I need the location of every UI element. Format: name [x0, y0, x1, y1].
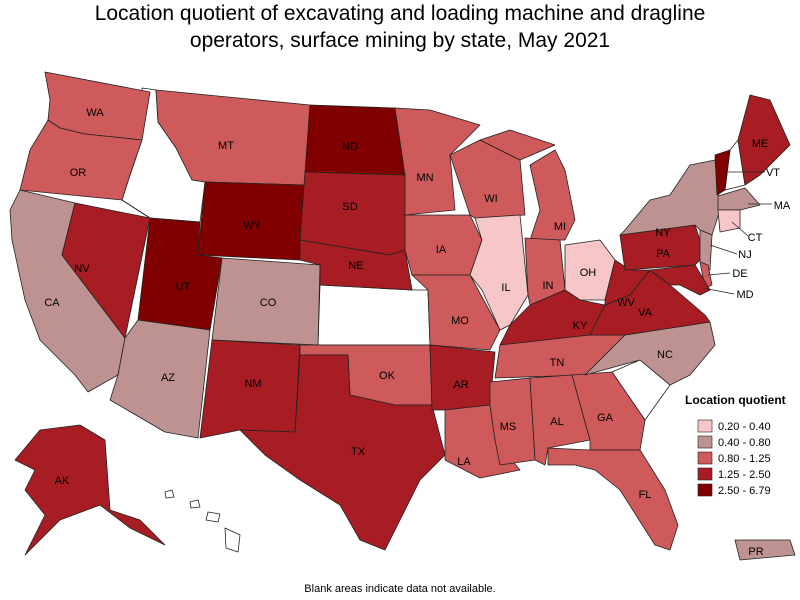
state-label: MO: [451, 315, 469, 327]
legend-label: 1.25 - 2.50: [718, 469, 771, 481]
state-shape: [479, 129, 576, 241]
state-shape: [547, 447, 679, 551]
state-label: UT: [176, 281, 191, 293]
state-label: IA: [436, 244, 447, 256]
footnote: Blank areas indicate data not available.: [304, 583, 495, 595]
state-shape: [619, 159, 721, 236]
state-label: NY: [655, 227, 671, 239]
state-label: CA: [44, 297, 60, 309]
state-label: WI: [484, 193, 497, 205]
state-label: CT: [748, 232, 763, 244]
state-shape: [14, 424, 166, 556]
states: [9, 71, 796, 561]
legend-label: 0.20 - 0.40: [718, 421, 771, 433]
state-shape: [584, 321, 716, 386]
state-label: IL: [501, 282, 510, 294]
leader-lines: [702, 171, 772, 295]
legend-label: 2.50 - 6.79: [718, 485, 771, 497]
legend-swatch: [697, 435, 713, 449]
state-shape: [699, 229, 713, 271]
state-label: MI: [554, 221, 566, 233]
state-label: MA: [774, 200, 791, 212]
state-label: OR: [70, 167, 87, 179]
state-shape: [109, 319, 211, 439]
state-shape: [737, 94, 791, 186]
state-label: MT: [218, 140, 234, 152]
state-label: PA: [656, 248, 671, 260]
state-label: NJ: [738, 249, 751, 261]
state-label: MD: [736, 289, 753, 301]
legend-title: Location quotient: [685, 393, 786, 407]
state-label: NM: [244, 378, 261, 390]
state-shape: [717, 187, 761, 211]
state-label: OH: [580, 267, 597, 279]
state-label: OK: [379, 370, 396, 382]
state-shape: [734, 539, 796, 561]
state-label: AL: [550, 416, 563, 428]
state-label: LA: [457, 456, 471, 468]
state-label: NE: [348, 260, 363, 272]
state-label: CO: [260, 297, 277, 309]
map-title: operators, surface mining by state, May …: [190, 29, 610, 52]
legend-label: 0.80 - 1.25: [718, 453, 771, 465]
state-label: MS: [500, 421, 517, 433]
legend-swatch: [697, 419, 713, 433]
legend: Location quotient 0.20 - 0.40 0.40 - 0.80…: [685, 393, 786, 497]
state-label: NV: [74, 263, 90, 275]
state-label: WV: [617, 297, 635, 309]
state-label: ND: [342, 141, 358, 153]
state-label: AR: [453, 379, 468, 391]
state-shape: [239, 354, 446, 551]
state-label: KY: [573, 320, 588, 332]
map-title: Location quotient of excavating and load…: [95, 2, 706, 25]
state-label: TX: [351, 446, 366, 458]
state-shape: [394, 107, 481, 216]
state-label: GA: [597, 412, 614, 424]
state-label: AZ: [161, 372, 175, 384]
state-label: IN: [543, 280, 554, 292]
legend-swatch: [697, 451, 713, 465]
state-label: FL: [639, 489, 652, 501]
state-label: NC: [657, 349, 673, 361]
state-label: AK: [55, 475, 70, 487]
state-label: VT: [766, 167, 780, 179]
state-shape: [717, 209, 741, 233]
state-label: WA: [86, 107, 104, 119]
state-label: DE: [732, 268, 747, 280]
state-label: ME: [752, 138, 769, 150]
legend-swatch: [697, 467, 713, 481]
state-label: SD: [342, 201, 357, 213]
legend-swatch: [697, 483, 713, 497]
state-shape: [714, 149, 731, 196]
state-label: MN: [416, 172, 433, 184]
state-shape: [469, 214, 529, 331]
state-labels: WA OR CA NV MT WY UT AZ CO NM ND SD NE OK TX MN IA MO AR LA…: [44, 107, 791, 558]
state-label: WY: [243, 220, 261, 232]
state-shape: [299, 239, 413, 291]
state-shape: [649, 264, 711, 296]
state-label: VA: [638, 307, 653, 319]
state-shape: [19, 119, 143, 201]
state-shape: [429, 344, 496, 411]
legend-label: 0.40 - 0.80: [718, 437, 771, 449]
state-label: PR: [748, 546, 763, 558]
state-label: TN: [550, 357, 565, 369]
state-shape: [304, 104, 406, 176]
